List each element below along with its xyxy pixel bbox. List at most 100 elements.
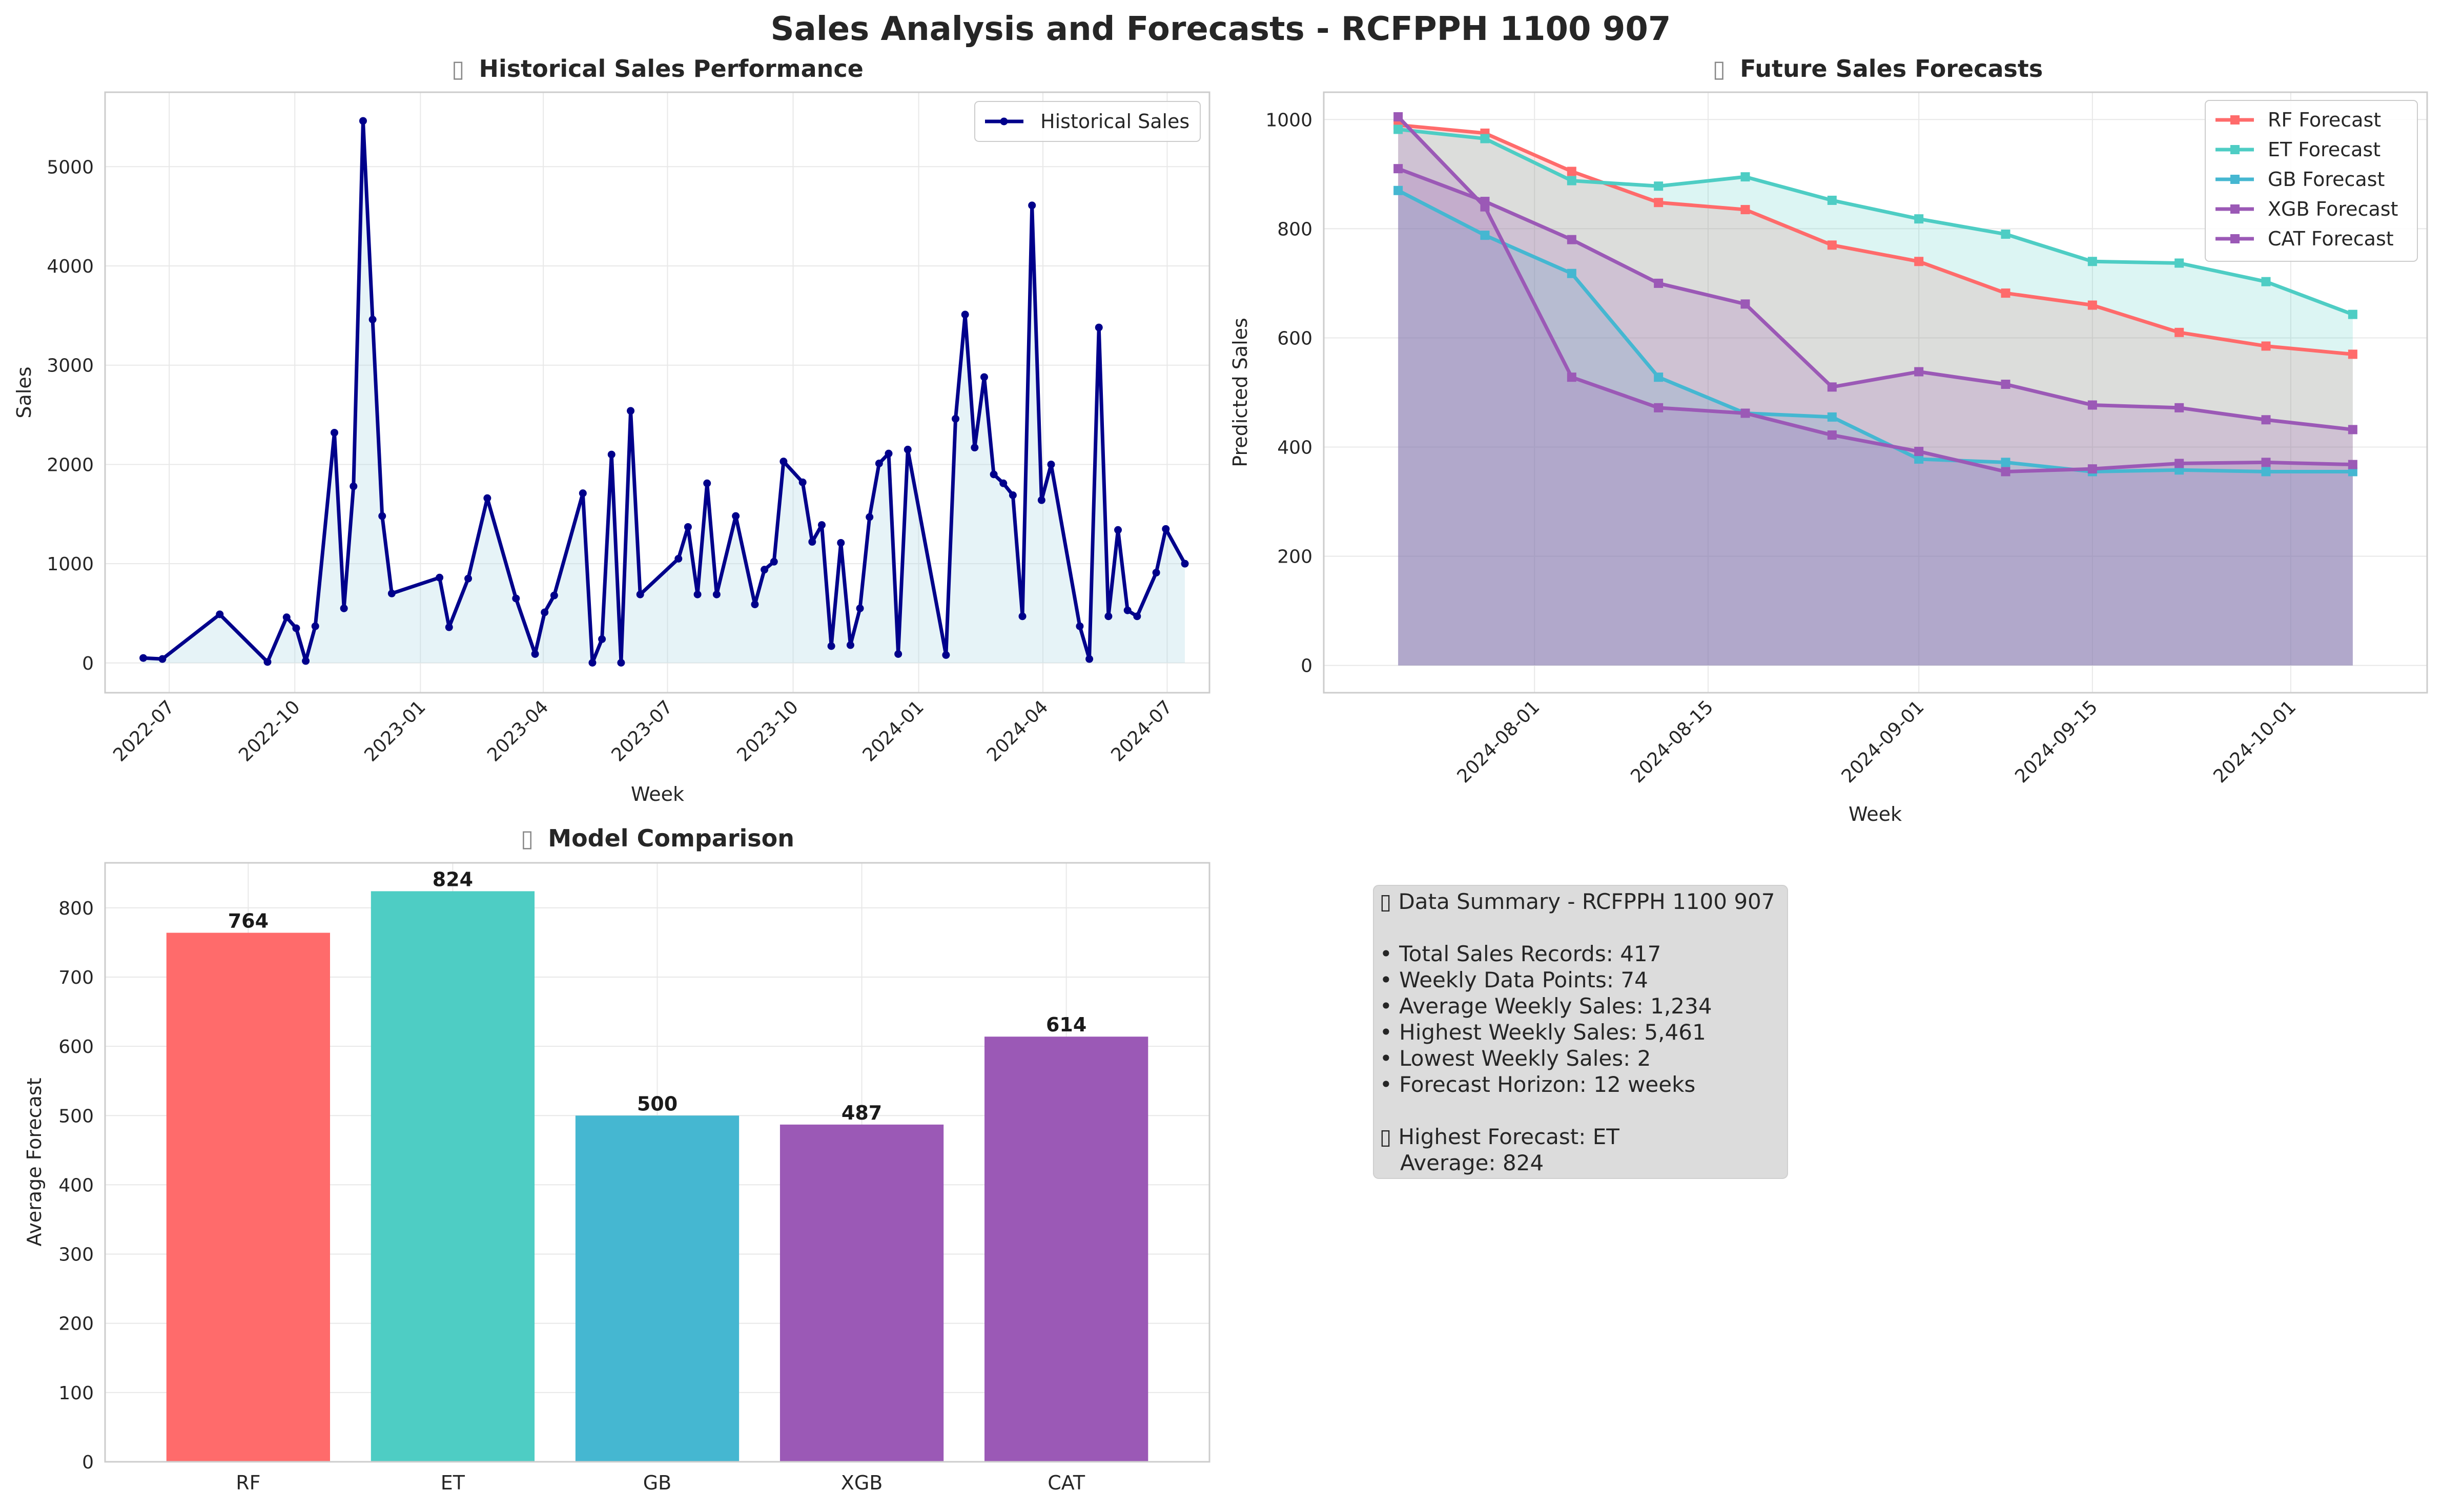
historical-title: ▯ Historical Sales Performance <box>452 55 864 82</box>
historical-y-ticks: 0 1000 2000 3000 4000 5000 <box>47 157 94 674</box>
forecast-point-2 <box>1827 412 1837 422</box>
forecast-point-3 <box>1393 112 1403 121</box>
y-tick-label: 0 <box>1301 656 1312 677</box>
y-tick-label: 5000 <box>47 157 94 178</box>
summary-line: ▯ Highest Forecast: ET <box>1380 1124 1619 1149</box>
forecast-point-0 <box>1567 167 1576 176</box>
bar-value-label: 614 <box>1046 1013 1086 1036</box>
historical-sales-point <box>1047 460 1055 468</box>
historical-sales-point <box>1028 201 1036 210</box>
legend-marker <box>2230 145 2240 154</box>
forecast-title-text: Future Sales Forecasts <box>1740 55 2043 82</box>
x-tick-label: 2024-09-15 <box>2011 696 2102 787</box>
summary-line: • Forecast Horizon: 12 weeks <box>1380 1072 1695 1097</box>
bar-value-label: 764 <box>228 909 269 932</box>
x-tick-label: 2023-07 <box>607 696 676 765</box>
summary-line: • Total Sales Records: 417 <box>1380 941 1661 966</box>
historical-sales-point <box>483 494 491 502</box>
summary-line: • Lowest Weekly Sales: 2 <box>1380 1046 1651 1071</box>
forecast-plot-area <box>1393 112 2357 666</box>
summary-text: ▯ Data Summary - RCFPPH 1100 907 • Total … <box>1380 889 1775 1175</box>
historical-sales-point <box>550 591 558 599</box>
forecast-point-4 <box>1740 299 1750 309</box>
y-tick-label: 100 <box>58 1383 94 1404</box>
historical-sales-point <box>292 624 300 632</box>
forecast-point-3 <box>1654 403 1664 412</box>
forecast-point-3 <box>2001 467 2010 477</box>
forecast-point-4 <box>2001 380 2010 389</box>
x-tick-label: 2024-07 <box>1107 696 1176 765</box>
historical-sales-point <box>980 373 988 381</box>
historical-sales-point <box>1037 496 1045 504</box>
forecast-area-4 <box>1398 169 2353 666</box>
x-tick-label: 2024-01 <box>859 696 928 765</box>
forecast-line-2 <box>1397 189 2353 473</box>
forecast-point-4 <box>1654 278 1664 288</box>
legend-frame <box>2205 100 2418 262</box>
forecast-line-0 <box>1398 123 2353 356</box>
legend-marker <box>2230 234 2240 243</box>
forecast-line-4 <box>1397 167 2353 431</box>
y-tick-label: 600 <box>58 1037 94 1058</box>
historical-sales-point <box>684 523 692 531</box>
forecast-point-1 <box>1914 214 1924 224</box>
historical-sales-point <box>761 566 769 574</box>
historical-sales-point <box>541 608 549 616</box>
y-tick-label: 1000 <box>1265 110 1312 131</box>
y-tick-label: 700 <box>58 967 94 988</box>
forecast-point-4 <box>2261 415 2271 425</box>
historical-sales-point <box>674 554 683 563</box>
historical-sales-point <box>846 641 854 649</box>
legend-marker <box>2230 115 2240 125</box>
historical-panel: ▯ Historical Sales Performance 2022-07 20… <box>13 55 1210 805</box>
historical-sales-point <box>368 316 377 324</box>
legend-marker-historical <box>1000 117 1008 126</box>
historical-sales-point <box>340 604 348 612</box>
x-tick-label: 2024-09-01 <box>1838 696 1928 787</box>
y-tick-label: 2000 <box>47 454 94 475</box>
forecast-point-1 <box>1480 134 1490 143</box>
legend-label: XGB Forecast <box>2268 198 2398 220</box>
forecast-axes-frame <box>1323 91 2428 694</box>
suptitle: Sales Analysis and Forecasts - RCFPPH 11… <box>771 10 1671 48</box>
bar-value-label: 824 <box>433 868 473 890</box>
historical-sales-point <box>350 482 358 490</box>
y-tick-label: 1000 <box>47 554 94 575</box>
bar-et <box>371 891 535 1462</box>
bar-xgb <box>779 1124 944 1462</box>
forecast-point-4 <box>2087 400 2097 410</box>
y-tick-label: 400 <box>1277 438 1312 459</box>
historical-sales-point <box>798 478 807 486</box>
x-tick-label: 2024-08-15 <box>1627 696 1717 787</box>
historical-sales-point <box>378 512 386 520</box>
forecast-legend: RF Forecast ET Forecast GB Forecast XGB For… <box>2205 100 2418 262</box>
summary-line: • Highest Weekly Sales: 5,461 <box>1380 1020 1706 1045</box>
forecast-point-4 <box>2348 425 2357 434</box>
historical-sales-point <box>875 460 883 468</box>
historical-sales-point <box>999 479 1008 487</box>
historical-sales-line <box>143 119 1187 665</box>
forecast-y-ticks: 0 200 400 600 800 1000 <box>1265 110 1312 676</box>
forecast-panel: ▯ Future Sales Forecasts 2024-08-01 2024-… <box>1229 55 2428 825</box>
historical-sales-point <box>817 521 826 529</box>
comparison-panel: ▯ Model Comparison 764 824 500 487 614 RF ET G… <box>23 824 1210 1494</box>
historical-sales-point <box>856 604 864 612</box>
x-tick-label: CAT <box>1048 1472 1085 1494</box>
forecast-point-3 <box>2174 459 2184 468</box>
historical-sales-point <box>961 310 969 319</box>
historical-sales-point <box>531 650 539 658</box>
historical-sales-point <box>693 590 702 598</box>
historical-sales-point <box>942 651 950 659</box>
historical-sales-point <box>436 573 444 582</box>
historical-sales-point <box>1123 606 1132 614</box>
historical-sales-point <box>636 590 644 598</box>
legend-marker <box>2230 175 2240 184</box>
summary-background <box>1373 885 1788 1179</box>
historical-sales-point <box>216 610 224 618</box>
forecast-point-1 <box>2087 257 2097 266</box>
forecast-point-4 <box>1914 367 1924 377</box>
forecast-point-3 <box>1567 372 1576 382</box>
historical-sales-point <box>751 600 759 609</box>
y-tick-label: 4000 <box>47 256 94 277</box>
legend-label-historical: Historical Sales <box>1040 110 1189 133</box>
